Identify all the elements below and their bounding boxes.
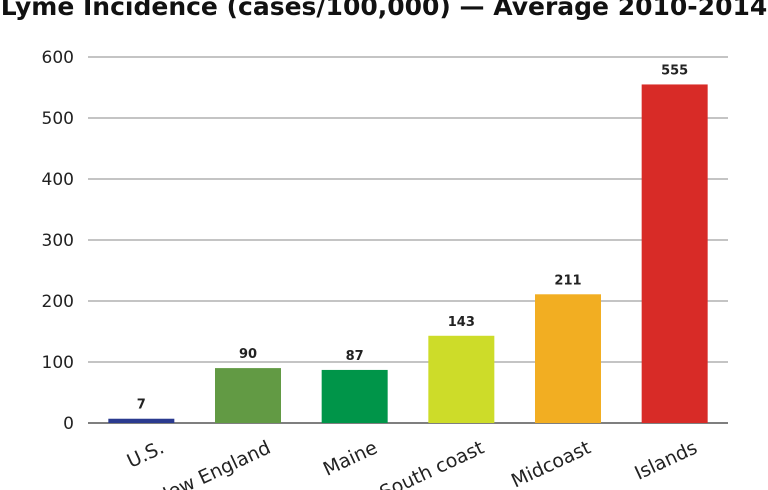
x-tick-label: Islands — [631, 437, 701, 485]
y-tick-label: 300 — [42, 231, 74, 251]
bar — [428, 335, 495, 423]
data-label: 7 — [137, 398, 146, 413]
x-tick-label: Midcoast — [508, 437, 594, 490]
data-label: 90 — [239, 347, 257, 362]
chart-title: Lyme Incidence (cases/100,000) — Average… — [0, 0, 768, 21]
gridlines — [88, 56, 728, 424]
bar — [108, 418, 175, 423]
bar — [215, 368, 281, 423]
bars — [108, 84, 708, 423]
x-tick-label: New England — [152, 437, 274, 490]
bar — [321, 369, 388, 423]
bar — [641, 84, 708, 423]
y-tick-label: 200 — [42, 292, 74, 312]
data-label: 87 — [346, 349, 364, 364]
x-tick-label: South coast — [376, 437, 487, 490]
y-tick-label: 400 — [42, 170, 74, 190]
data-label: 555 — [661, 63, 688, 78]
y-tick-label: 100 — [42, 353, 74, 373]
y-axis: 0 100 200 300 400 500 600 — [42, 48, 74, 434]
x-tick-label: U.S. — [124, 437, 168, 473]
bar — [535, 294, 601, 423]
data-label: 143 — [448, 315, 475, 330]
x-tick-label: Maine — [320, 437, 381, 481]
y-tick-label: 0 — [63, 414, 74, 434]
y-tick-label: 500 — [42, 109, 74, 129]
data-label: 211 — [554, 273, 581, 288]
data-labels: 7 90 87 143 211 555 — [137, 63, 688, 412]
y-tick-label: 600 — [42, 48, 74, 68]
